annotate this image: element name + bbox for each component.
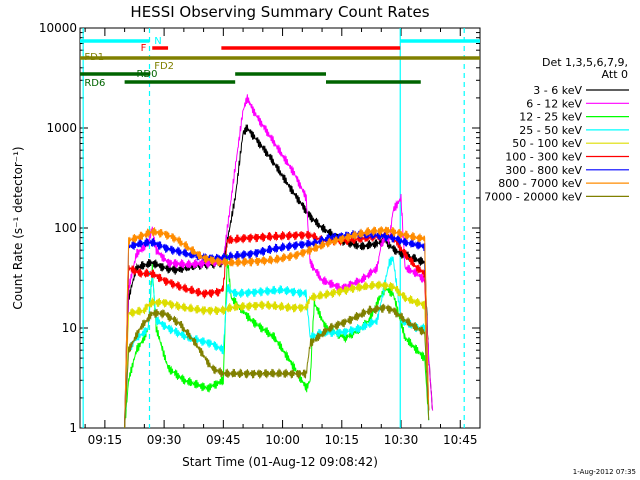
series-line-25-50-kev — [124, 256, 430, 429]
flag-label-fd2: FD2 — [154, 61, 174, 72]
legend-entry: 25 - 50 keV — [519, 124, 629, 137]
legend-entry-label: 25 - 50 keV — [519, 124, 582, 137]
x-tick-label: 09:15 — [88, 433, 123, 447]
legend-entry: 6 - 12 keV — [526, 97, 629, 110]
legend-entry-label: 3 - 6 keV — [533, 84, 582, 97]
y-tick-label: 1000 — [46, 121, 77, 135]
legend-entry: 12 - 25 keV — [519, 111, 629, 124]
timestamp-label: 1-Aug-2012 07:35 — [573, 468, 636, 476]
plot-border — [79, 27, 481, 429]
series-line-12-25-kev — [124, 254, 430, 429]
legend-header-line2: Att 0 — [602, 68, 628, 81]
legend-entry: 800 - 7000 keV — [498, 177, 629, 190]
legend-header-line1: Det 1,3,5,6,7,9, — [542, 56, 628, 69]
y-tick-label: 10 — [62, 321, 77, 335]
x-tick-label: 09:45 — [206, 433, 241, 447]
series-line-7000-20000-kev — [124, 303, 430, 429]
plot-frame — [79, 27, 481, 429]
flag-label-f: F — [141, 43, 147, 54]
axis-ticks — [80, 27, 481, 429]
legend-entry-label: 12 - 25 keV — [519, 111, 582, 124]
legend-entry: 100 - 300 keV — [505, 151, 629, 164]
x-tick-label: 10:45 — [443, 433, 478, 447]
y-axis-label: Count Rate (s⁻¹ detector⁻¹) — [11, 146, 25, 309]
y-tick-label: 100 — [54, 221, 77, 235]
legend-entry: 7000 - 20000 keV — [484, 190, 629, 203]
x-tick-labels: 09:15 09:30 09:45 10:00 10:15 10:30 10:45 — [88, 433, 478, 447]
series-line-300-800-kev — [124, 229, 430, 429]
flag-label-n: N — [154, 36, 161, 47]
flag-label-rd0: RD0 — [136, 69, 157, 80]
chart-title: HESSI Observing Summary Count Rates — [130, 3, 429, 21]
legend-entry-label: 300 - 800 keV — [505, 164, 582, 177]
legend-entry-label: 50 - 100 keV — [512, 137, 582, 150]
series-line-50-100-kev — [124, 280, 430, 429]
x-tick-label: 10:30 — [384, 433, 419, 447]
legend-entry: 300 - 800 keV — [505, 164, 629, 177]
series-line-6-12-kev — [124, 94, 434, 429]
legend-entry-label: 7000 - 20000 keV — [484, 190, 582, 203]
vertical-marker-lines — [82, 28, 465, 428]
series-line-800-7000-kev — [124, 226, 430, 429]
y-tick-label: 10000 — [39, 21, 77, 35]
y-tick-labels: 1 10 100 1000 10000 — [39, 21, 77, 435]
legend-entry: 50 - 100 keV — [512, 137, 629, 150]
x-tick-label: 10:00 — [265, 433, 300, 447]
x-tick-label: 09:30 — [147, 433, 182, 447]
y-tick-label: 1 — [69, 421, 77, 435]
x-tick-label: 10:15 — [324, 433, 359, 447]
flag-label-rd6: RD6 — [84, 78, 105, 89]
legend-entry-label: 800 - 7000 keV — [498, 177, 582, 190]
flag-label-fd1: FD1 — [84, 52, 104, 63]
series-lines — [124, 94, 434, 429]
legend-entry-label: 100 - 300 keV — [505, 151, 582, 164]
x-axis-label: Start Time (01-Aug-12 09:08:42) — [182, 455, 378, 469]
legend-entry-label: 6 - 12 keV — [526, 97, 582, 110]
legend-entry: 3 - 6 keV — [533, 84, 629, 97]
